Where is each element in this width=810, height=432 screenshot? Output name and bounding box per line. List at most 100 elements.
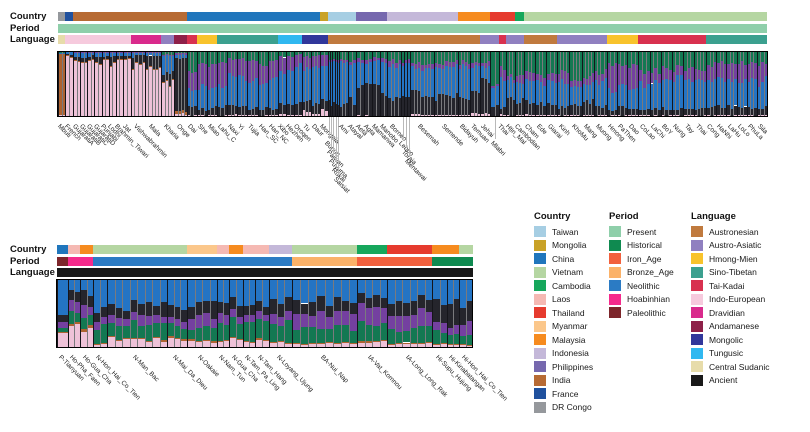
legend-item: Dravidian — [691, 306, 769, 320]
ancestry-component-green — [241, 52, 245, 58]
ancestry-component-purple — [309, 316, 317, 327]
annotation-period-segment — [302, 23, 312, 33]
ancestry-component-green — [101, 323, 108, 344]
ancestry-component-green — [87, 315, 94, 325]
ancestry-component-pink — [611, 115, 614, 116]
ancestry-component-green — [218, 322, 223, 341]
ancestry-component-black — [145, 302, 152, 316]
ancestry-component-purple — [188, 319, 195, 330]
admixture-bar — [325, 280, 334, 347]
ancestry-component-pink — [687, 115, 691, 116]
legend-label: Vietnam — [552, 267, 584, 278]
admixture-bar — [657, 52, 662, 116]
ancestry-component-purple — [701, 71, 704, 81]
annotation-period-segment — [380, 23, 388, 33]
population-group — [726, 52, 738, 116]
ancestry-component-pink — [567, 115, 571, 116]
admixture-bar — [624, 52, 629, 116]
ancestry-component-blue — [207, 90, 211, 110]
ancestry-component-purple — [740, 61, 744, 83]
admixture-bar — [710, 52, 714, 116]
ancestry-component-blue — [388, 66, 391, 99]
ancestry-component-blue — [567, 84, 571, 106]
ancestry-component-purple — [388, 60, 391, 67]
ancestry-component-purple — [81, 52, 84, 53]
annotation-country-segment — [161, 12, 175, 21]
ancestry-component-black — [672, 110, 676, 116]
ancestry-component-blue — [588, 84, 591, 104]
ancestry-component-purple — [321, 54, 325, 67]
ancestry-component-green — [335, 52, 338, 60]
ancestry-component-black — [94, 313, 100, 323]
ancestry-component-pink — [672, 115, 676, 116]
ancestry-component-pink — [168, 86, 172, 116]
population-group — [186, 52, 198, 116]
annotation-language-segment — [93, 268, 108, 277]
ancestry-component-green — [631, 52, 635, 64]
annotation-country-segment — [535, 12, 547, 21]
population-group — [217, 52, 229, 116]
ancestry-component-green — [418, 326, 425, 343]
ancestry-component-blue — [441, 68, 445, 94]
ancestry-component-blue — [210, 280, 218, 302]
ancestry-component-black — [391, 101, 395, 116]
admixture-bar — [293, 280, 302, 347]
ancestry-component-purple — [81, 304, 87, 319]
ancestry-component-purple — [585, 79, 588, 86]
ancestry-component-green — [265, 52, 269, 66]
ancestry-component-pink — [315, 114, 318, 116]
legend-label: Central Sudanic — [709, 361, 770, 372]
legend-swatch — [609, 293, 621, 305]
admixture-bar — [74, 52, 78, 116]
ancestry-component-blue — [87, 280, 94, 297]
ancestry-component-pink — [373, 342, 380, 347]
ancestry-component-purple — [484, 62, 488, 69]
ancestry-component-purple — [509, 73, 512, 77]
population-group — [746, 52, 758, 116]
ancestry-component-blue — [408, 62, 412, 97]
ancestry-component-blue — [282, 74, 287, 106]
ancestry-component-blue — [255, 78, 259, 107]
ancestry-component-blue — [139, 52, 142, 56]
legend-label: France — [552, 388, 579, 399]
population-group — [514, 52, 525, 116]
legend-label: Historical — [627, 240, 662, 251]
admixture-bar — [751, 52, 755, 116]
population-group — [336, 52, 340, 116]
ancestry-component-purple — [237, 317, 244, 324]
ancestry-component-blue — [539, 82, 543, 102]
annotation-country-segment — [336, 12, 340, 21]
population-group — [498, 52, 507, 116]
annotation-period-segment — [363, 23, 373, 33]
ancestry-component-black — [116, 55, 120, 59]
ancestry-component-black — [174, 307, 181, 320]
legend-swatch — [534, 320, 546, 332]
admixture-bar — [329, 52, 332, 116]
ancestry-component-pink — [761, 115, 764, 116]
admixture-bar — [421, 52, 425, 116]
ancestry-component-pink — [270, 342, 277, 347]
label-leader-line — [329, 116, 331, 139]
ancestry-component-purple — [238, 58, 241, 75]
ancestry-component-pink — [484, 113, 488, 116]
ancestry-component-blue — [576, 87, 579, 106]
ancestry-component-purple — [377, 57, 382, 61]
ancestry-component-pink — [197, 115, 201, 116]
ancestry-component-purple — [431, 63, 435, 69]
ancestry-component-black — [669, 109, 673, 116]
ancestry-component-pink — [70, 57, 75, 116]
ancestry-component-purple — [672, 71, 676, 82]
ancestry-component-brown — [285, 343, 293, 344]
ancestry-component-blue — [224, 85, 229, 106]
ancestry-component-green — [275, 52, 279, 61]
ancestry-component-black — [558, 109, 561, 116]
ancestry-component-pink — [691, 115, 696, 116]
ancestry-component-green — [228, 52, 231, 59]
ancestry-component-purple — [418, 62, 421, 68]
admixture-bar — [94, 280, 101, 347]
ancestry-component-blue — [398, 63, 403, 99]
ancestry-component-pink — [248, 115, 251, 116]
annotation-language-segment — [247, 35, 259, 44]
ancestry-component-purple — [591, 73, 595, 82]
ancestry-component-black — [414, 89, 418, 115]
